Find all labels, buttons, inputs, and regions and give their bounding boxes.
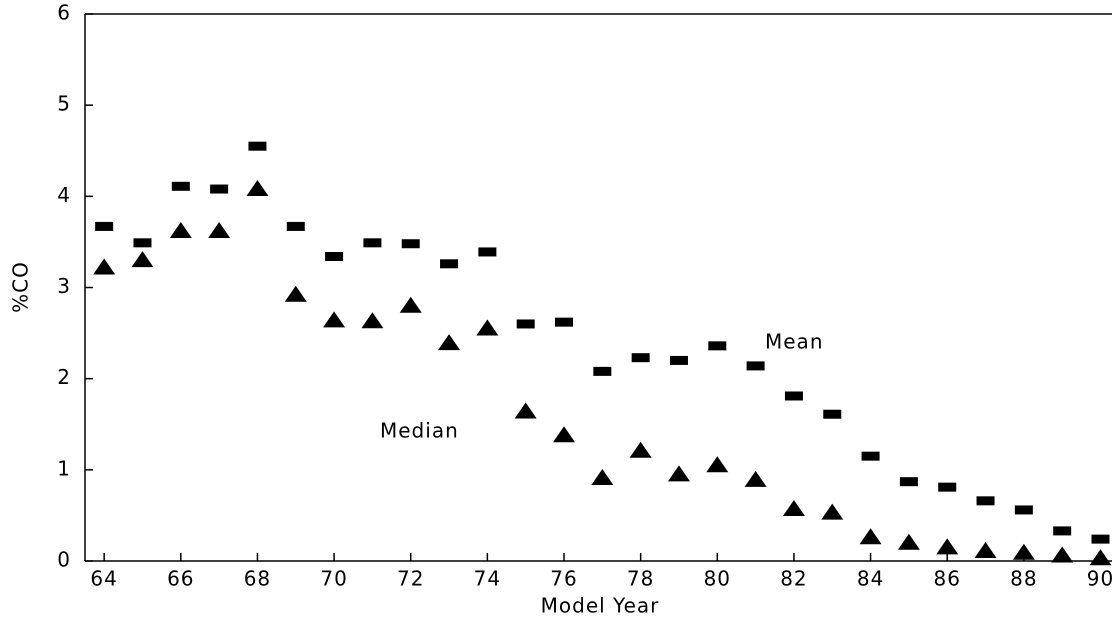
mean-marker [708, 341, 727, 351]
mean-marker [133, 238, 152, 248]
mean-marker [1053, 526, 1072, 536]
median-marker [744, 470, 767, 487]
x-tick-label: 72 [397, 567, 424, 591]
median-marker [553, 426, 576, 443]
mean-marker [861, 451, 880, 461]
x-tick-label: 66 [167, 567, 194, 591]
y-axis-label: %CO [9, 261, 33, 313]
x-tick-label: 78 [627, 567, 654, 591]
median-marker [1012, 543, 1035, 560]
y-tick-label: 2 [57, 365, 71, 389]
median-marker [169, 221, 192, 238]
x-tick-label: 90 [1087, 567, 1114, 591]
x-tick-label: 74 [474, 567, 501, 591]
mean-marker [516, 319, 535, 329]
median-marker [476, 319, 499, 336]
x-tick-label: 80 [704, 567, 731, 591]
mean-marker [823, 409, 842, 419]
mean-marker [401, 239, 420, 249]
mean-marker [899, 477, 918, 487]
x-tick-label: 88 [1010, 567, 1037, 591]
mean-marker [440, 259, 459, 269]
mean-marker [95, 221, 114, 231]
mean-marker [669, 355, 688, 365]
y-tick-label: 1 [57, 456, 71, 480]
x-tick-label: 84 [857, 567, 884, 591]
x-tick-label: 68 [244, 567, 271, 591]
median-marker [361, 312, 384, 329]
mean-marker [171, 181, 190, 191]
x-tick-label: 76 [550, 567, 577, 591]
median-marker [859, 528, 882, 545]
median-marker [208, 221, 231, 238]
mean-marker [286, 221, 305, 231]
mean-marker [938, 482, 957, 492]
median-marker [782, 500, 805, 517]
y-tick-label: 0 [57, 548, 71, 572]
median-marker [93, 258, 116, 275]
x-tick-label: 86 [933, 567, 960, 591]
y-tick-label: 3 [57, 274, 71, 298]
median-marker [591, 469, 614, 486]
median-marker [974, 541, 997, 558]
mean-marker [784, 391, 803, 401]
median-marker [629, 441, 652, 458]
median-marker [514, 402, 537, 419]
median-marker [131, 251, 154, 268]
median-marker [399, 296, 422, 313]
y-tick-label: 6 [57, 1, 71, 25]
median-marker [438, 334, 461, 351]
x-axis-label: Model Year [541, 594, 660, 618]
mean-marker [1091, 534, 1110, 544]
mean-marker [593, 366, 612, 376]
median-marker [284, 285, 307, 302]
median-marker [897, 533, 920, 550]
mean-marker [325, 252, 344, 262]
median-marker [821, 503, 844, 520]
x-tick-label: 82 [780, 567, 807, 591]
mean-marker [746, 361, 765, 371]
series-label: Mean [765, 330, 824, 354]
mean-marker [631, 353, 650, 363]
median-marker [706, 456, 729, 473]
median-marker [1051, 546, 1074, 563]
median-marker [1089, 549, 1112, 566]
median-marker [936, 538, 959, 555]
y-tick-label: 5 [57, 92, 71, 116]
x-tick-label: 70 [320, 567, 347, 591]
median-marker [323, 311, 346, 328]
y-tick-label: 4 [57, 183, 71, 207]
x-tick-label: 64 [90, 567, 117, 591]
mean-marker [363, 238, 382, 248]
mean-marker [248, 141, 267, 151]
mean-marker [555, 317, 574, 327]
median-marker [667, 465, 690, 482]
series-label: Median [380, 419, 459, 443]
median-marker [246, 180, 269, 197]
mean-marker [478, 247, 497, 257]
mean-marker [1014, 505, 1033, 515]
mean-marker [210, 184, 229, 194]
mean-marker [976, 496, 995, 506]
